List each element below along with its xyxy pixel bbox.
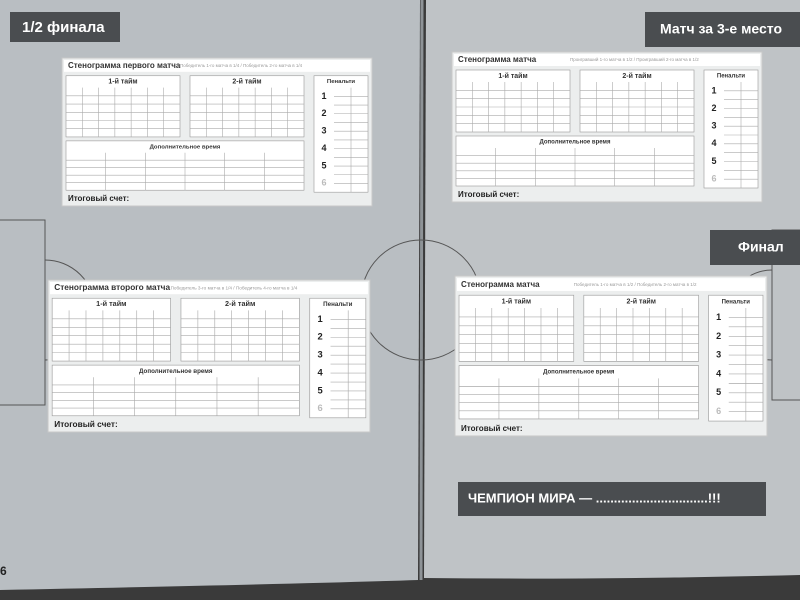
penalty-number: 2	[716, 331, 721, 341]
half-box	[189, 75, 305, 138]
half-box	[455, 69, 571, 133]
half-label: 2-й тайм	[622, 72, 651, 80]
champion: ЧЕМПИОН МИРА — .........................…	[468, 490, 721, 505]
half-box	[458, 294, 575, 362]
penalty-number: 6	[711, 173, 716, 183]
penalty-label: Пенальти	[323, 301, 352, 308]
extra-label: Дополнительное время	[139, 368, 213, 375]
half-label: 2-й тайм	[232, 78, 261, 86]
penalty-number: 5	[711, 156, 716, 166]
half-box	[579, 69, 695, 133]
penalty-number: 5	[318, 385, 323, 395]
sheet-title: Стенограмма первого матча	[68, 61, 181, 70]
scoresheet: Стенограмма второго матча Победитель 3-го…	[47, 279, 371, 433]
title-bar	[457, 278, 765, 291]
penalty-box	[703, 69, 759, 189]
sheet-title: Стенограмма матча	[461, 279, 540, 289]
penalty-number: 6	[716, 406, 721, 416]
title-bar	[64, 59, 370, 72]
sheet-subtitle: Победитель 1-го матча в 1/4 / Победитель…	[180, 63, 303, 68]
scoresheet: Стенограмма матча Победитель 1-го матча в…	[454, 275, 768, 437]
final-score: Итоговый счет:	[458, 190, 519, 199]
final-score: Итоговый счет:	[461, 423, 523, 433]
penalty-number: 3	[318, 350, 323, 360]
penalty-number: 1	[318, 314, 323, 324]
header: 1/2 финала	[22, 19, 105, 36]
header-box	[710, 230, 800, 265]
penalty-number: 4	[321, 143, 326, 153]
penalty-number: 3	[321, 126, 326, 136]
half-label: 2-й тайм	[626, 296, 655, 305]
sheet-title: Стенограмма матча	[458, 55, 537, 64]
sheet-title: Стенограмма второго матча	[54, 283, 170, 292]
half-box	[65, 75, 181, 138]
champion-box	[458, 482, 766, 516]
title-bar	[50, 282, 368, 295]
half-label: 2-й тайм	[225, 300, 255, 308]
extra-label: Дополнительное время	[543, 369, 615, 376]
penalty-number: 4	[716, 368, 722, 378]
penalty-box	[309, 297, 367, 419]
penalty-label: Пенальти	[717, 74, 746, 80]
spine	[419, 0, 424, 581]
penalty-number: 5	[321, 160, 326, 170]
penalty-number: 3	[711, 121, 716, 131]
penalty-number: 2	[318, 332, 323, 342]
penalty-number: 2	[321, 108, 326, 118]
penalty-box	[313, 75, 369, 193]
penalty-number: 2	[711, 103, 716, 113]
penalty-number: 6	[321, 178, 326, 188]
scoresheet: Стенограмма первого матча Победитель 1-го…	[61, 57, 373, 207]
extra-label: Дополнительное время	[540, 140, 611, 146]
penalty-number: 1	[711, 85, 716, 95]
sheet-subtitle: Проигравший 1-го матча в 1/2 / Проигравш…	[570, 56, 699, 62]
penalty-number: 5	[716, 387, 721, 397]
final-score: Итоговый счет:	[68, 194, 129, 203]
header: Матч за 3-е место	[660, 21, 782, 37]
header: Финал	[738, 239, 784, 255]
half-box	[583, 294, 699, 362]
penalty-number: 1	[716, 312, 721, 322]
page-number: 6	[0, 564, 7, 578]
extra-label: Дополнительное время	[150, 144, 221, 150]
half-box	[180, 297, 300, 362]
header-box	[10, 12, 120, 42]
penalty-number: 1	[321, 91, 326, 101]
final-score: Итоговый счет:	[54, 420, 117, 429]
half-label: 1-й тайм	[108, 78, 137, 86]
header-box	[645, 12, 800, 47]
penalty-number: 4	[711, 138, 716, 148]
penalty-number: 3	[716, 349, 721, 359]
sheet-subtitle: Победитель 1-го матча в 1/2 / Победитель…	[574, 282, 697, 287]
half-label: 1-й тайм	[498, 72, 527, 80]
title-bar	[454, 54, 760, 66]
penalty-number: 4	[318, 368, 324, 378]
penalty-label: Пенальти	[327, 79, 356, 85]
sheet-subtitle: Победитель 3-го матча в 1/4 / Победитель…	[171, 285, 298, 290]
half-label: 1-й тайм	[96, 300, 126, 308]
half-box	[51, 297, 171, 362]
penalty-label: Пенальти	[722, 298, 751, 305]
penalty-box	[708, 294, 764, 422]
left-box	[0, 219, 46, 406]
half-label: 1-й тайм	[502, 296, 531, 305]
penalty-number: 6	[318, 403, 323, 413]
scoresheet: Стенограмма матча Проигравший 1-го матча …	[451, 51, 763, 203]
